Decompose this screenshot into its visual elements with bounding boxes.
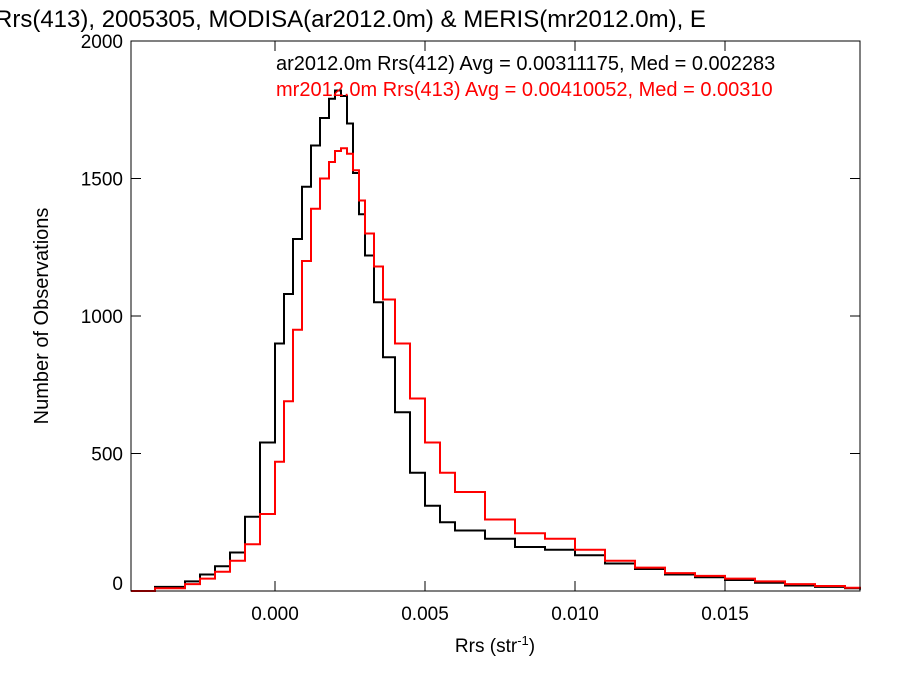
x-tick-label: 0.015 (701, 604, 749, 625)
y-tick-label: 500 (91, 445, 123, 466)
x-tick-label: 0.000 (251, 604, 299, 625)
x-axis-label-sup: -1 (517, 633, 529, 648)
series-layer (131, 89, 861, 592)
legend-entry-ar2012: ar2012.0m Rrs(412) Avg = 0.00311175, Med… (276, 53, 775, 75)
y-tick-label: 0 (112, 574, 123, 595)
y-tick-label: 2000 (81, 32, 123, 53)
x-axis-label-main: Rrs (str (455, 636, 518, 657)
y-axis-label: Number of Observations (31, 208, 53, 425)
y-tick-label: 1000 (81, 307, 123, 328)
legend-entry-mr2012: mr2012.0m Rrs(413) Avg = 0.00410052, Med… (276, 79, 773, 101)
x-tick-label: 0.005 (401, 604, 449, 625)
chart-title: Rrs(413), 2005305, MODISA(ar2012.0m) & M… (0, 6, 706, 33)
x-axis-label: Rrs (str-1) (455, 633, 535, 657)
ticks-layer: 0.000 0.005 0.010 0.015 0 500 1000 1500 2000 (81, 32, 860, 625)
y-tick-label: 1500 (81, 170, 123, 191)
series-line-mr2012 (131, 147, 861, 592)
x-axis-label-close: ) (529, 636, 535, 657)
x-tick-label: 0.010 (551, 604, 599, 625)
